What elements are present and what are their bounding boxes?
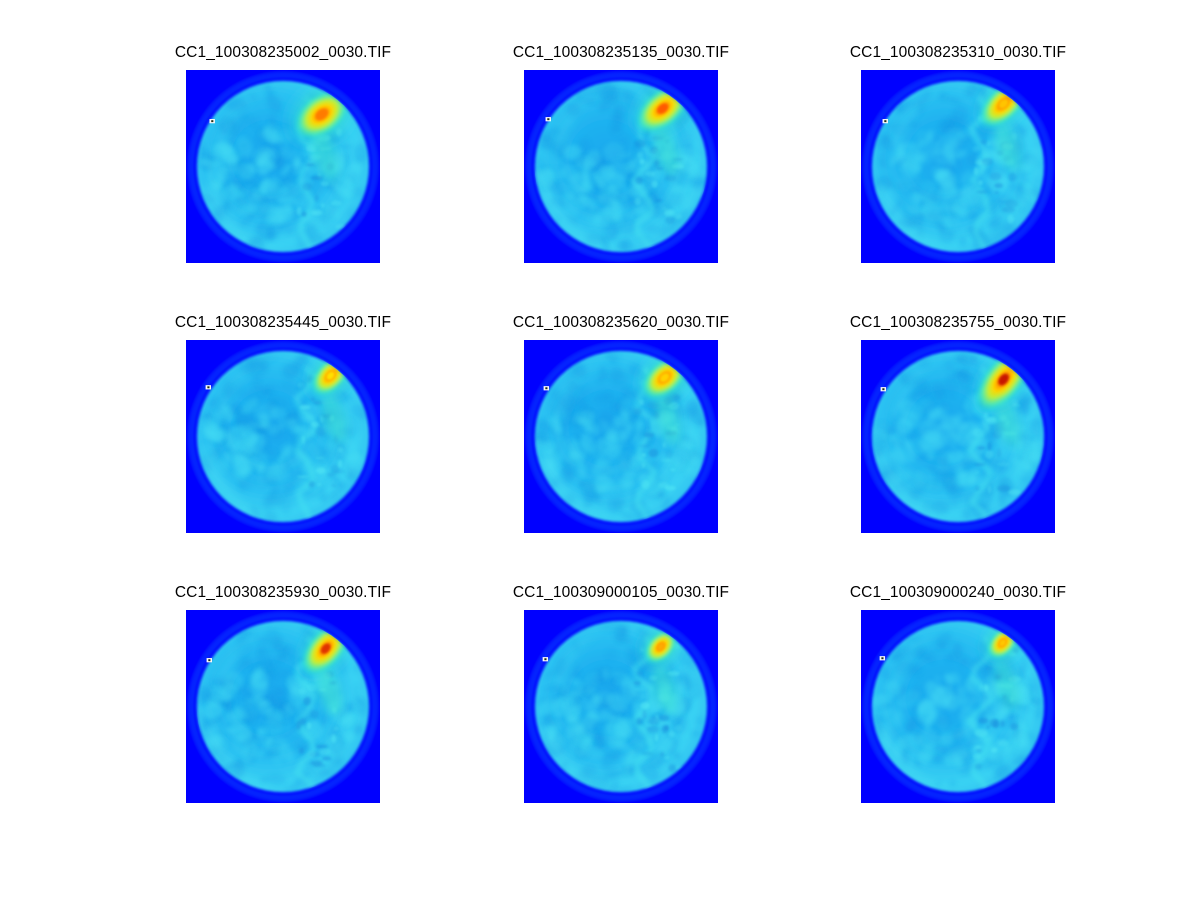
image-panel-9[interactable]: CC1_100309000240_0030.TIF	[850, 584, 1066, 803]
panel-image-4[interactable]	[186, 340, 380, 533]
panel-title-8: CC1_100309000105_0030.TIF	[512, 584, 730, 601]
panel-image-8[interactable]	[524, 610, 718, 803]
panel-image-6[interactable]	[861, 340, 1055, 533]
marker-dot-3	[882, 119, 888, 124]
marker-dot-8	[542, 657, 549, 662]
image-panel-2[interactable]: CC1_100308235135_0030.TIF	[513, 44, 729, 263]
marker-dot-7	[206, 658, 212, 663]
marker-dot-1	[209, 119, 215, 124]
marker-dot-9	[879, 656, 886, 661]
panel-title-5: CC1_100308235620_0030.TIF	[512, 314, 730, 331]
panel-title-7: CC1_100308235930_0030.TIF	[174, 584, 392, 601]
panel-image-5[interactable]	[524, 340, 718, 533]
image-panel-3[interactable]: CC1_100308235310_0030.TIF	[850, 44, 1066, 263]
image-panel-6[interactable]: CC1_100308235755_0030.TIF	[850, 314, 1066, 533]
panel-image-2[interactable]	[524, 70, 718, 263]
panel-title-6: CC1_100308235755_0030.TIF	[849, 314, 1067, 331]
panel-title-3: CC1_100308235310_0030.TIF	[849, 44, 1067, 61]
panel-image-1[interactable]	[186, 70, 380, 263]
marker-dot-5	[543, 386, 550, 391]
panel-image-3[interactable]	[861, 70, 1055, 263]
marker-dot-6	[880, 387, 887, 392]
image-panel-4[interactable]: CC1_100308235445_0030.TIF	[175, 314, 391, 533]
image-panel-8[interactable]: CC1_100309000105_0030.TIF	[513, 584, 729, 803]
image-panel-7[interactable]: CC1_100308235930_0030.TIF	[175, 584, 391, 803]
panel-title-2: CC1_100308235135_0030.TIF	[512, 44, 730, 61]
marker-dot-2	[545, 117, 551, 122]
image-panel-5[interactable]: CC1_100308235620_0030.TIF	[513, 314, 729, 533]
panel-title-4: CC1_100308235445_0030.TIF	[174, 314, 392, 331]
image-panel-1[interactable]: CC1_100308235002_0030.TIF	[175, 44, 391, 263]
panel-title-1: CC1_100308235002_0030.TIF	[174, 44, 392, 61]
panel-image-9[interactable]	[861, 610, 1055, 803]
marker-dot-4	[205, 385, 212, 390]
panel-image-7[interactable]	[186, 610, 380, 803]
panel-title-9: CC1_100309000240_0030.TIF	[849, 584, 1067, 601]
